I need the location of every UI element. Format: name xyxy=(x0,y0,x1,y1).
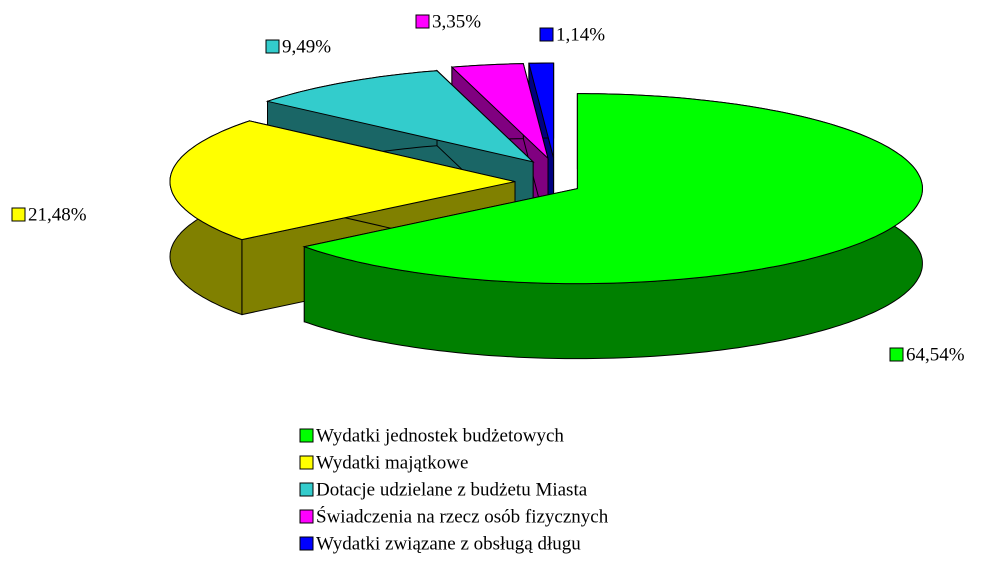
data-label: 64,54% xyxy=(906,344,965,365)
data-label: 9,49% xyxy=(282,36,331,57)
data-label: 1,14% xyxy=(556,24,605,45)
legend-key xyxy=(299,455,314,470)
slice-top xyxy=(265,70,535,163)
legend-key xyxy=(299,536,314,551)
legend-label: Dotacje udzielane z budżetu Miasta xyxy=(316,479,588,500)
slice xyxy=(302,93,923,360)
data-label-key xyxy=(539,27,554,42)
slice-top xyxy=(302,93,923,285)
legend-label: Wydatki jednostek budżetowych xyxy=(316,425,564,446)
legend-key xyxy=(299,482,314,497)
legend-key xyxy=(299,509,314,524)
legend-label: Wydatki związane z obsługą długu xyxy=(316,533,581,554)
data-label-key xyxy=(265,39,280,54)
data-label-key xyxy=(889,347,904,362)
legend-label: Świadczenia na rzecz osób fizycznych xyxy=(316,505,609,527)
legend-label: Wydatki majątkowe xyxy=(316,452,468,473)
data-label-key xyxy=(11,207,26,222)
legend-key xyxy=(299,428,314,443)
data-label: 3,35% xyxy=(432,11,481,32)
slice-top xyxy=(169,120,516,241)
data-label-key xyxy=(415,14,430,29)
slice-top xyxy=(450,63,549,160)
data-label: 21,48% xyxy=(28,204,87,225)
slice-top xyxy=(528,62,555,159)
